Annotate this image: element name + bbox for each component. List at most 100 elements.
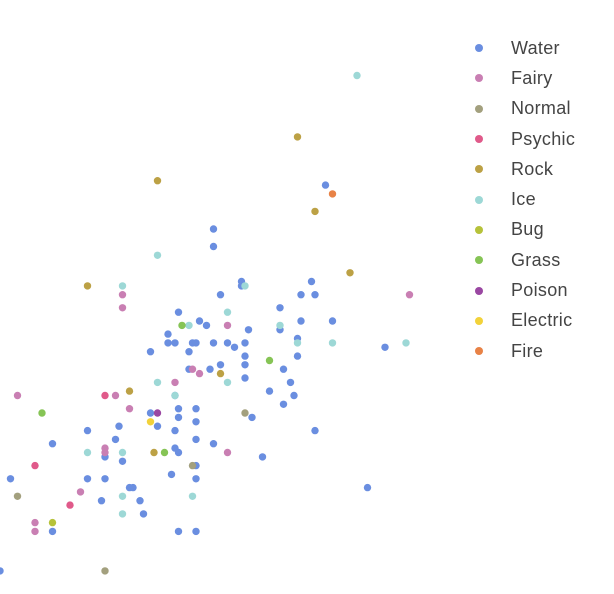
data-point-water-75[interactable] <box>321 181 330 189</box>
data-point-ice-10[interactable] <box>223 378 232 387</box>
data-point-water-72[interactable] <box>307 277 316 286</box>
data-point-water-31[interactable] <box>185 348 193 356</box>
data-point-ice-15[interactable] <box>328 339 337 347</box>
data-point-rock-1[interactable] <box>125 387 134 395</box>
data-point-ice-6[interactable] <box>153 251 162 259</box>
data-point-water-76[interactable] <box>328 317 337 325</box>
data-point-water-71[interactable] <box>297 291 305 299</box>
data-point-rock-2[interactable] <box>150 448 158 457</box>
data-point-rock-5[interactable] <box>293 133 302 141</box>
data-point-psychic-0[interactable] <box>31 461 39 470</box>
data-point-water-57[interactable] <box>241 374 249 382</box>
data-point-grass-0[interactable] <box>38 409 46 417</box>
legend-item-water[interactable]: Water <box>468 33 575 63</box>
data-point-water-6[interactable] <box>97 497 106 505</box>
data-point-ice-12[interactable] <box>241 282 249 290</box>
data-point-water-58[interactable] <box>244 326 253 334</box>
data-point-water-49[interactable] <box>216 361 225 369</box>
data-point-ice-7[interactable] <box>171 391 179 400</box>
data-point-water-54[interactable] <box>241 361 249 369</box>
data-point-fairy-11[interactable] <box>188 365 197 373</box>
data-point-water-50[interactable] <box>223 339 232 347</box>
data-point-water-60[interactable] <box>258 453 267 461</box>
data-point-electric-0[interactable] <box>146 418 155 426</box>
data-point-water-7[interactable] <box>101 475 109 483</box>
data-point-normal-3[interactable] <box>241 409 249 417</box>
data-point-water-42[interactable] <box>202 321 211 330</box>
data-point-ice-17[interactable] <box>402 339 410 347</box>
data-point-ice-9[interactable] <box>188 492 197 500</box>
data-point-water-19[interactable] <box>164 339 172 347</box>
data-point-water-46[interactable] <box>209 242 218 251</box>
data-point-water-43[interactable] <box>206 365 214 373</box>
data-point-water-40[interactable] <box>192 339 200 347</box>
data-point-ice-8[interactable] <box>185 321 193 330</box>
data-point-psychic-2[interactable] <box>101 391 109 400</box>
legend-item-fairy[interactable]: Fairy <box>468 63 575 93</box>
data-point-water-70[interactable] <box>297 317 305 325</box>
data-point-water-62[interactable] <box>276 304 284 312</box>
data-point-water-30[interactable] <box>174 527 183 536</box>
data-point-water-21[interactable] <box>167 470 176 479</box>
legend-item-electric[interactable]: Electric <box>468 306 575 336</box>
data-point-ice-13[interactable] <box>276 321 284 330</box>
data-point-ice-2[interactable] <box>118 492 127 500</box>
data-point-water-77[interactable] <box>363 483 372 492</box>
data-point-fairy-2[interactable] <box>31 527 39 536</box>
data-point-normal-1[interactable] <box>101 567 109 575</box>
data-point-water-67[interactable] <box>290 391 298 400</box>
data-point-fairy-9[interactable] <box>125 405 134 413</box>
legend-item-bug[interactable]: Bug <box>468 215 575 245</box>
data-point-water-27[interactable] <box>174 405 183 413</box>
data-point-fairy-12[interactable] <box>195 369 204 378</box>
data-point-water-65[interactable] <box>279 400 288 408</box>
data-point-water-47[interactable] <box>209 225 218 233</box>
data-point-water-26[interactable] <box>174 413 183 422</box>
data-point-fairy-3[interactable] <box>76 488 85 496</box>
data-point-water-44[interactable] <box>209 339 218 347</box>
data-point-ice-3[interactable] <box>118 448 127 457</box>
data-point-fairy-13[interactable] <box>223 448 232 457</box>
data-point-bug-0[interactable] <box>48 518 57 527</box>
legend-item-rock[interactable]: Rock <box>468 154 575 184</box>
data-point-fairy-5[interactable] <box>101 444 109 452</box>
data-point-normal-0[interactable] <box>13 492 22 500</box>
data-point-water-18[interactable] <box>153 422 162 430</box>
data-point-grass-3[interactable] <box>265 356 274 365</box>
data-point-fairy-1[interactable] <box>31 518 39 527</box>
data-point-water-41[interactable] <box>195 317 204 325</box>
data-point-water-2[interactable] <box>48 440 57 448</box>
data-point-fairy-6[interactable] <box>111 391 120 400</box>
data-point-ice-0[interactable] <box>83 448 92 457</box>
data-point-water-1[interactable] <box>6 475 15 483</box>
data-point-water-4[interactable] <box>83 426 92 435</box>
data-point-fairy-8[interactable] <box>118 291 127 299</box>
data-point-rock-7[interactable] <box>346 269 354 277</box>
data-point-psychic-1[interactable] <box>66 501 74 509</box>
data-point-water-13[interactable] <box>129 483 137 492</box>
legend-item-fire[interactable]: Fire <box>468 336 575 366</box>
data-point-ice-14[interactable] <box>293 339 302 347</box>
data-point-water-61[interactable] <box>265 387 274 395</box>
data-point-water-51[interactable] <box>230 343 239 351</box>
legend-item-ice[interactable]: Ice <box>468 184 575 214</box>
legend-item-grass[interactable]: Grass <box>468 245 575 275</box>
data-point-water-68[interactable] <box>293 352 302 360</box>
data-point-fairy-15[interactable] <box>405 291 414 299</box>
data-point-water-78[interactable] <box>381 343 389 351</box>
data-point-water-28[interactable] <box>174 308 183 316</box>
data-point-water-64[interactable] <box>279 365 288 373</box>
data-point-water-48[interactable] <box>216 291 225 299</box>
data-point-water-38[interactable] <box>192 418 200 426</box>
data-point-water-15[interactable] <box>139 510 148 518</box>
data-point-water-56[interactable] <box>241 352 249 360</box>
data-point-ice-11[interactable] <box>223 308 232 316</box>
data-point-ice-4[interactable] <box>118 282 127 290</box>
legend-item-psychic[interactable]: Psychic <box>468 124 575 154</box>
data-point-rock-0[interactable] <box>83 282 92 290</box>
data-point-water-35[interactable] <box>192 527 200 536</box>
data-point-rock-4[interactable] <box>216 369 225 378</box>
data-point-water-34[interactable] <box>192 435 200 444</box>
data-point-poison-0[interactable] <box>153 409 162 417</box>
data-point-water-14[interactable] <box>136 497 144 505</box>
